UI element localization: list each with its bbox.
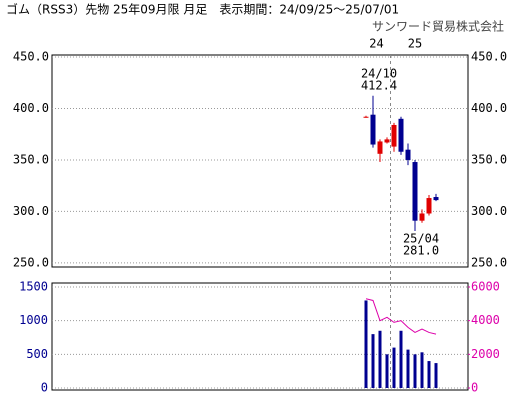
volume-bar [427, 361, 431, 388]
candle-body [398, 118, 404, 152]
y-tick-label: 500 [26, 347, 48, 361]
year-label: 25 [408, 37, 422, 51]
candle-body [363, 116, 369, 118]
candle-body [391, 124, 397, 147]
volume-bar [406, 349, 410, 388]
y-tick-label: 250.0 [13, 255, 49, 269]
y-tick-label: 1500 [19, 280, 48, 294]
volume-bar [385, 354, 389, 388]
price-frame [51, 54, 469, 268]
y2-tick-label: 0 [471, 381, 478, 395]
y-tick-label: 1000 [19, 313, 48, 327]
y2-tick-label: 4000 [471, 313, 500, 327]
open-interest-line [365, 298, 437, 335]
y-tick-label: 350.0 [13, 152, 49, 166]
volume-bar [434, 363, 438, 388]
volume-bar [413, 354, 417, 388]
volume-bar [364, 300, 368, 388]
candle-body [412, 162, 418, 221]
y-tick-label-right: 350.0 [471, 152, 507, 166]
volume-bar [392, 347, 396, 388]
y-tick-label: 300.0 [13, 204, 49, 218]
y-tick-label-right: 400.0 [471, 101, 507, 115]
candle-body [405, 149, 411, 160]
annotation-value: 412.4 [361, 78, 397, 92]
candle-body [377, 141, 383, 154]
year-label: 24 [369, 37, 383, 51]
volume-bar [378, 330, 382, 388]
volume-bar [399, 330, 403, 388]
volume-bar [420, 352, 424, 388]
y2-tick-label: 2000 [471, 347, 500, 361]
candle-body [433, 197, 439, 201]
y-tick-label-right: 300.0 [471, 204, 507, 218]
chart-source: サンワード貿易株式会社 [372, 19, 504, 34]
volume-bar [371, 334, 375, 388]
annotation-date: 24/10 [361, 66, 397, 80]
annotation-value: 281.0 [403, 243, 439, 257]
y2-tick-label: 6000 [471, 280, 500, 294]
y-tick-label: 0 [41, 381, 48, 395]
candle-body [384, 139, 390, 143]
chart-title: ゴム（RSS3）先物 25年09月限 月足 表示期間：24/09/25～25/0… [6, 2, 399, 17]
candle-body [370, 114, 376, 145]
y-tick-label-right: 250.0 [471, 255, 507, 269]
volume-frame [51, 282, 469, 391]
candle-body [419, 213, 425, 221]
candle-body [426, 198, 432, 214]
y-tick-label: 450.0 [13, 50, 49, 64]
y-tick-label: 400.0 [13, 101, 49, 115]
y-tick-label-right: 450.0 [471, 50, 507, 64]
annotation-date: 25/04 [403, 231, 439, 245]
